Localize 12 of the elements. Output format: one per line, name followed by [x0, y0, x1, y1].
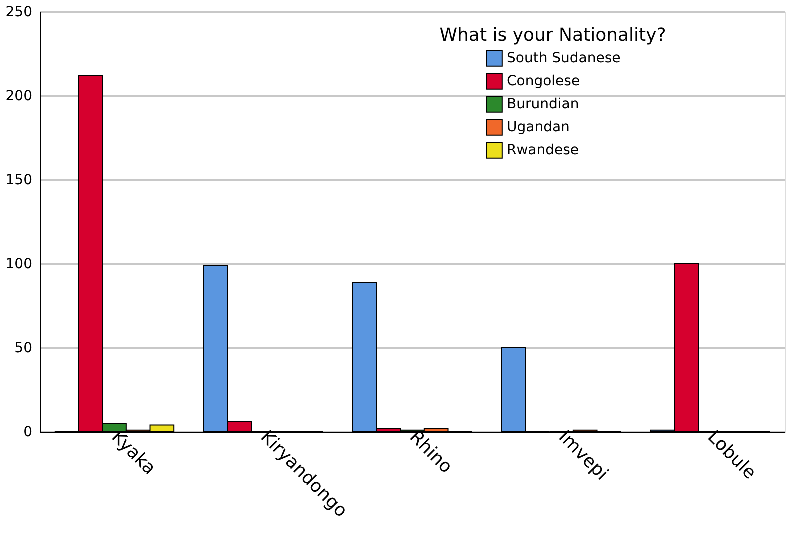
y-tick-label: 50	[14, 340, 32, 356]
legend-label: South Sudanese	[507, 50, 621, 66]
y-tick-label: 150	[6, 172, 32, 188]
legend-label: Congolese	[507, 74, 580, 90]
y-tick-label: 100	[6, 256, 32, 272]
y-tick-label: 200	[6, 88, 32, 104]
legend-label: Ugandan	[507, 120, 570, 136]
y-tick-label: 0	[24, 424, 32, 440]
legend-label: Burundian	[507, 96, 580, 112]
y-tick-label: 250	[6, 4, 32, 20]
legend-title: What is your Nationality?	[440, 25, 666, 46]
legend-label: Rwandese	[507, 142, 580, 158]
